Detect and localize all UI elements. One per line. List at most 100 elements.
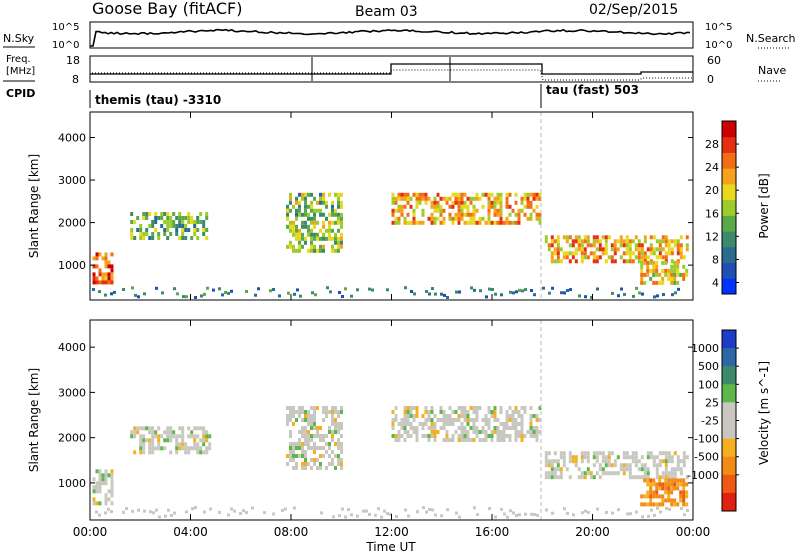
scatter-cell	[193, 438, 197, 443]
scatter-cell	[304, 192, 307, 197]
scatter-cell	[535, 430, 539, 434]
scatter-cell	[676, 247, 680, 252]
scatter-cell	[640, 255, 644, 260]
scatter-cell	[313, 212, 316, 217]
scatter-cell	[154, 430, 158, 435]
scatter-cell	[328, 220, 331, 225]
scatter-cell	[559, 471, 563, 476]
scatter-cell	[316, 466, 319, 470]
scatter-cell	[340, 434, 343, 438]
scatter-cell	[190, 434, 194, 439]
scatter-cell	[92, 264, 96, 269]
scatter-cell	[295, 232, 298, 237]
scatter-cell	[424, 406, 428, 410]
scatter-cell	[334, 232, 337, 237]
ground-scatter-cell	[536, 513, 539, 517]
scatter-cell	[571, 251, 575, 256]
scatter-cell	[661, 459, 665, 464]
scatter-cell	[550, 239, 554, 244]
ground-scatter-cell	[431, 287, 434, 290]
power-colorbar-tick-label: 20	[705, 184, 719, 197]
scatter-cell	[322, 232, 325, 237]
scatter-cell	[622, 471, 626, 476]
scatter-cell	[556, 459, 560, 464]
scatter-cell	[427, 434, 431, 438]
ground-scatter-cell	[626, 512, 629, 516]
scatter-cell	[538, 196, 542, 201]
scatter-cell	[92, 256, 96, 261]
scatter-cell	[166, 220, 170, 224]
scatter-cell	[409, 426, 413, 430]
scatter-cell	[556, 239, 560, 244]
scatter-cell	[142, 236, 146, 240]
scatter-cell	[649, 276, 653, 281]
scatter-cell	[622, 467, 626, 472]
scatter-cell	[442, 208, 446, 213]
scatter-cell	[439, 204, 443, 209]
scatter-cell	[529, 204, 533, 209]
scatter-cell	[601, 459, 605, 464]
scatter-cell	[154, 212, 158, 216]
ground-scatter-cell	[164, 514, 167, 518]
ground-scatter-cell	[143, 509, 146, 513]
ground-scatter-cell	[524, 288, 527, 292]
scatter-cell	[595, 255, 599, 260]
scatter-cell	[184, 236, 188, 240]
scatter-cell	[340, 220, 343, 225]
scatter-cell	[175, 450, 179, 455]
scatter-cell	[298, 438, 301, 442]
scatter-cell	[292, 414, 295, 418]
scatter-cell	[454, 192, 458, 197]
scatter-cell	[301, 430, 304, 434]
ground-scatter-cell	[110, 510, 113, 514]
scatter-cell	[175, 232, 179, 236]
scatter-cell	[307, 192, 310, 197]
scatter-cell	[613, 247, 617, 252]
scatter-cell	[199, 446, 203, 451]
scatter-cell	[658, 280, 662, 285]
scatter-cell	[613, 471, 617, 476]
scatter-cell	[514, 212, 518, 217]
ground-scatter-cell	[203, 510, 206, 514]
scatter-cell	[424, 410, 428, 414]
scatter-cell	[181, 434, 185, 439]
ground-scatter-cell	[473, 288, 476, 292]
scatter-cell	[631, 459, 635, 464]
scatter-cell	[304, 434, 307, 438]
scatter-cell	[463, 406, 467, 410]
scatter-cell	[682, 502, 686, 507]
scatter-cell	[610, 259, 614, 264]
scatter-cell	[307, 410, 310, 414]
scatter-cell	[289, 450, 292, 454]
ground-scatter-cell	[329, 290, 332, 294]
scatter-cell	[151, 442, 155, 447]
scatter-cell	[511, 208, 515, 213]
scatter-cell	[463, 212, 467, 217]
ground-scatter-cell	[428, 292, 431, 296]
scatter-cell	[148, 438, 152, 443]
scatter-cell	[451, 220, 455, 225]
scatter-cell	[313, 244, 316, 249]
scatter-cell	[451, 192, 455, 197]
scatter-cell	[316, 434, 319, 438]
scatter-cell	[457, 426, 461, 430]
scatter-cell	[670, 482, 674, 487]
scatter-cell	[655, 280, 659, 285]
scatter-cell	[544, 455, 548, 460]
scatter-cell	[430, 220, 434, 225]
scatter-cell	[544, 463, 548, 468]
velocity-colorbar-segment	[722, 474, 736, 494]
scatter-cell	[571, 239, 575, 244]
scatter-cell	[319, 248, 322, 253]
scatter-cell	[101, 272, 105, 277]
scatter-cell	[95, 485, 99, 490]
scatter-cell	[520, 196, 524, 201]
scatter-cell	[685, 482, 689, 487]
scatter-cell	[331, 462, 334, 466]
scatter-cell	[101, 477, 105, 482]
power-colorbar-segment	[722, 136, 736, 153]
scatter-cell	[304, 458, 307, 462]
scatter-cell	[95, 256, 99, 261]
scatter-cell	[409, 410, 413, 414]
power-y-axis-label: Slant Range [km]	[27, 154, 41, 258]
